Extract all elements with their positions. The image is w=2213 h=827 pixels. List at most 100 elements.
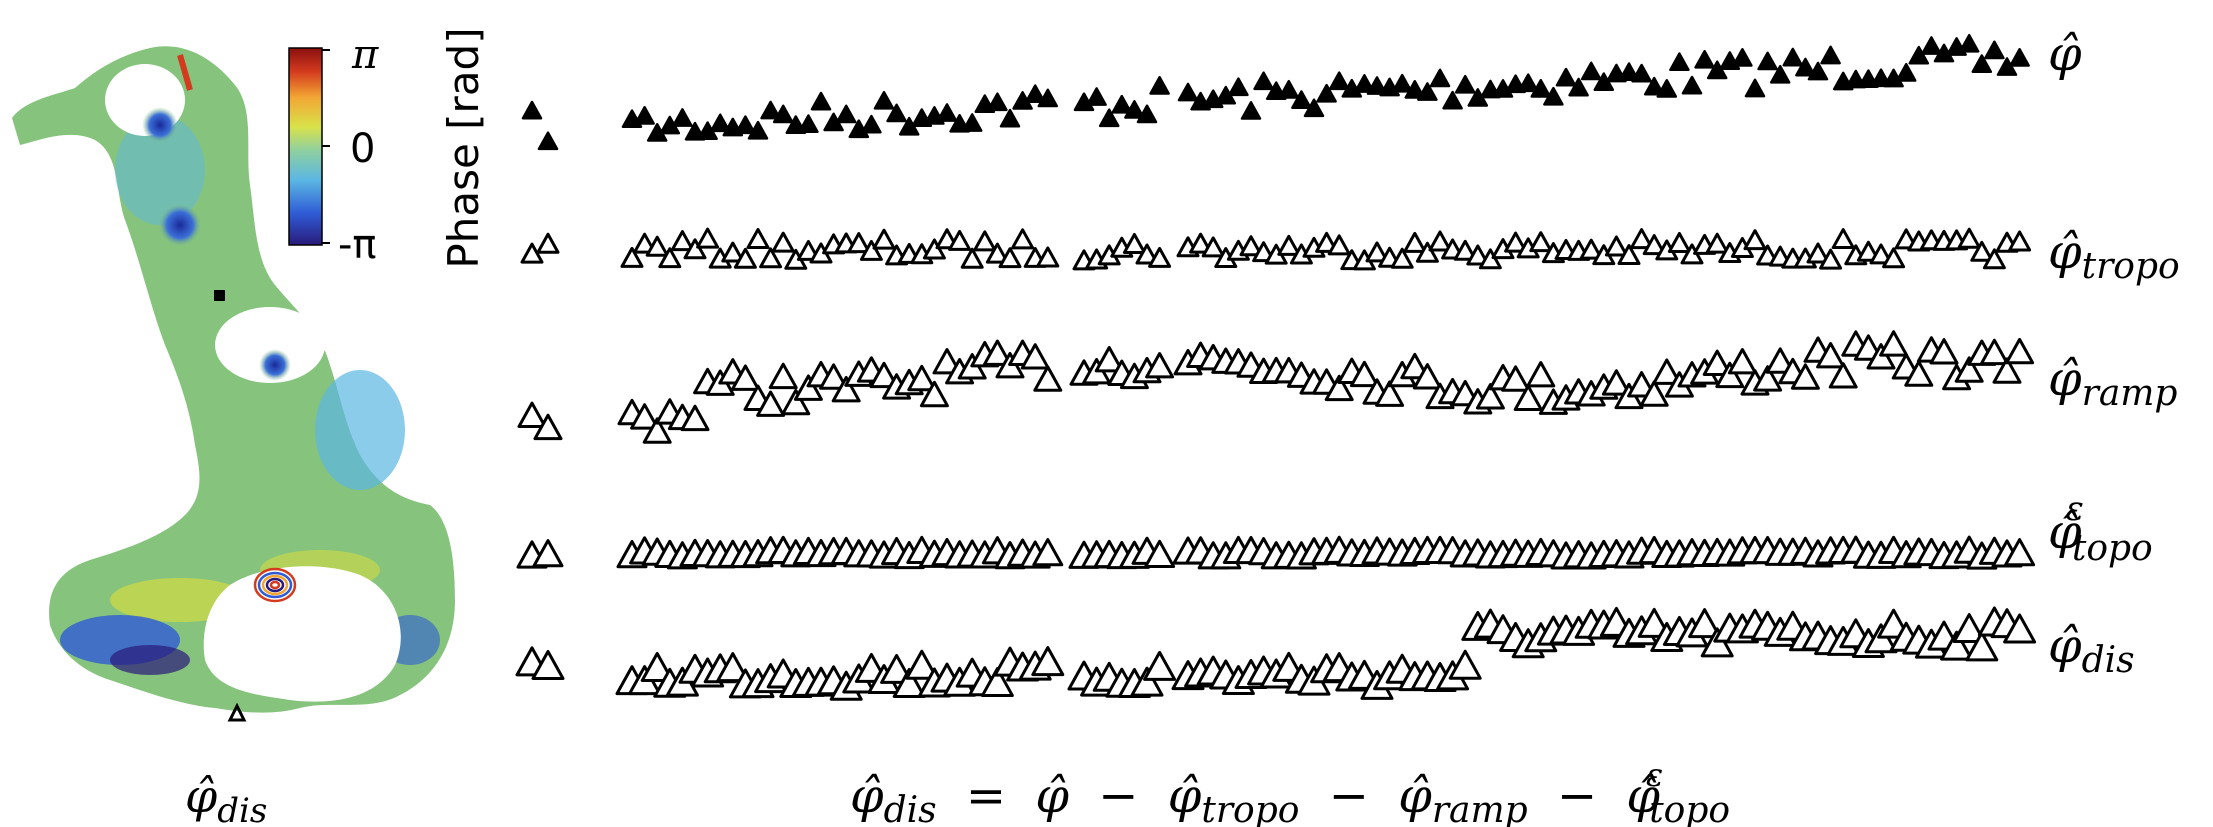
triangle-marker-icon	[892, 667, 926, 698]
colorbar-title: Phase [rad]	[439, 27, 488, 268]
triangle-marker-icon	[1429, 68, 1451, 88]
blue-patch	[110, 645, 190, 675]
triangle-marker-icon	[735, 115, 756, 135]
triangle-marker-icon	[1354, 74, 1375, 93]
triangle-marker-icon	[999, 108, 1021, 128]
triangle-marker-icon	[227, 702, 247, 722]
triangle-marker-icon	[2003, 613, 2037, 644]
triangle-marker-icon	[1743, 229, 1767, 251]
triangle-marker-icon	[1135, 243, 1159, 265]
triangle-marker-icon	[1618, 62, 1640, 82]
triangle-marker-icon	[1958, 33, 1980, 53]
triangle-marker-icon	[1769, 64, 1791, 84]
triangle-marker-icon	[1122, 232, 1146, 254]
triangle-marker-icon	[633, 232, 657, 254]
triangle-marker-icon	[1952, 613, 1986, 644]
triangle-marker-icon	[1828, 362, 1858, 389]
triangle-marker-icon	[1228, 77, 1249, 97]
triangle-marker-icon	[1124, 100, 1145, 119]
triangle-marker-icon	[1031, 646, 1065, 677]
triangle-marker-icon	[982, 339, 1012, 366]
triangle-marker-icon	[1526, 361, 1556, 388]
decomposition-equation: φ̂dis = φ̂ − φ̂tropo − φ̂ramp − φ̂ε topo	[850, 756, 1730, 827]
triangle-marker-icon	[1656, 79, 1678, 98]
triangle-marker-icon	[869, 361, 899, 389]
triangle-marker-icon	[634, 106, 655, 125]
deformation-spot	[142, 107, 178, 143]
triangle-marker-icon	[1391, 73, 1413, 93]
series-row-tropo	[520, 227, 2032, 271]
triangle-marker-icon	[1094, 346, 1124, 373]
triangle-marker-icon	[1530, 78, 1552, 98]
triangle-marker-icon	[1543, 86, 1564, 106]
triangle-marker-icon	[1517, 73, 1539, 93]
triangle-marker-icon	[1365, 241, 1389, 263]
triangle-marker-icon	[932, 348, 962, 375]
triangle-marker-icon	[1454, 74, 1476, 94]
map-caption: φ̂dis	[185, 769, 267, 827]
triangle-marker-icon	[1032, 538, 1064, 567]
row-label-ramp: φ̂ramp	[2048, 351, 2177, 414]
triangle-marker-icon	[672, 108, 693, 127]
triangle-marker-icon	[759, 247, 783, 269]
triangle-marker-icon	[1148, 246, 1172, 268]
triangle-marker-icon	[1642, 234, 1666, 256]
triangle-marker-icon	[1819, 248, 1843, 270]
triangle-marker-icon	[973, 230, 997, 252]
triangle-marker-icon	[1580, 61, 1602, 81]
triangle-marker-icon	[1879, 330, 1909, 357]
triangle-marker-icon	[1020, 343, 1050, 370]
triangle-marker-icon	[1782, 47, 1804, 67]
blue-patch	[315, 370, 405, 490]
triangle-marker-icon	[1253, 71, 1274, 91]
triangle-marker-icon	[1806, 242, 1830, 264]
triangle-marker-icon	[1415, 241, 1439, 263]
triangle-marker-icon	[1404, 80, 1426, 99]
triangle-marker-icon	[1667, 231, 1691, 253]
triangle-marker-icon	[1278, 79, 1300, 99]
triangle-marker-icon	[1984, 40, 2005, 60]
triangle-marker-icon	[1086, 87, 1107, 106]
triangle-marker-icon	[772, 104, 794, 124]
caldera-hole	[203, 566, 401, 702]
triangle-marker-icon	[1011, 228, 1035, 250]
triangle-marker-icon	[1957, 227, 1981, 249]
triangle-marker-icon	[1790, 363, 1820, 390]
deformation-spot	[259, 349, 291, 381]
triangle-marker-icon	[1412, 363, 1442, 390]
triangle-marker-icon	[1240, 101, 1262, 120]
triangle-marker-icon	[670, 230, 694, 252]
triangle-marker-icon	[1327, 234, 1351, 256]
triangle-marker-icon	[680, 404, 710, 432]
caldera-hole	[215, 307, 325, 383]
triangle-marker-icon	[961, 113, 983, 132]
triangle-marker-icon	[1765, 347, 1795, 374]
triangle-marker-icon	[1652, 358, 1682, 385]
deformation-spot	[158, 203, 202, 247]
triangle-marker-icon	[1149, 76, 1170, 95]
triangle-marker-icon	[1753, 365, 1783, 392]
blue-patch	[115, 115, 205, 225]
triangle-marker-icon	[1669, 52, 1690, 72]
triangle-marker-icon	[1144, 539, 1176, 569]
triangle-marker-icon	[1428, 230, 1452, 252]
triangle-marker-icon	[1940, 630, 1974, 661]
triangle-marker-icon	[1529, 231, 1553, 253]
triangle-marker-icon	[936, 103, 958, 122]
triangle-marker-icon	[1504, 231, 1528, 253]
triangle-marker-icon	[919, 380, 949, 408]
triangle-marker-icon	[645, 235, 669, 257]
triangle-marker-icon	[1816, 342, 1846, 369]
triangle-marker-icon	[1033, 365, 1063, 392]
triangle-marker-icon	[1929, 338, 1959, 365]
triangle-marker-icon	[531, 649, 565, 680]
triangle-marker-icon	[872, 228, 896, 250]
colorbar-tick-top: π	[351, 32, 379, 78]
row-label-tropo: φ̂tropo	[2048, 224, 2180, 287]
triangle-marker-icon	[1702, 349, 1732, 376]
triangle-marker-icon	[1617, 244, 1641, 266]
triangle-marker-icon	[985, 242, 1009, 264]
triangle-marker-icon	[2008, 230, 2032, 252]
triangle-marker-icon	[1831, 228, 1855, 250]
triangle-marker-icon	[2009, 48, 2030, 67]
